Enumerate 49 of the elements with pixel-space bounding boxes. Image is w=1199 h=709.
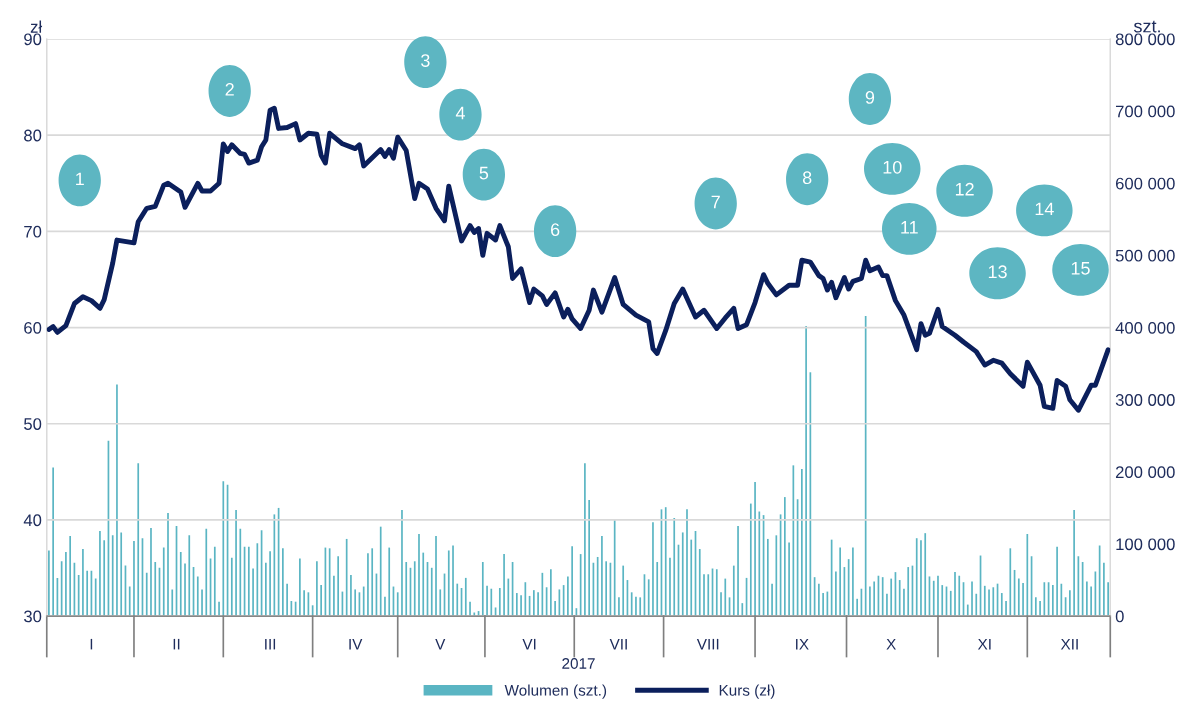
- annotation: 7: [711, 195, 720, 209]
- x-tick-label: V: [435, 638, 446, 650]
- legend-label: Kurs (zł): [719, 684, 775, 699]
- y2-tick-label: 400 000: [1115, 321, 1175, 334]
- x-tick-label: VIII: [696, 638, 719, 650]
- annotation: 12: [955, 182, 974, 196]
- annotation: 9: [865, 91, 875, 104]
- y-tick-label: 30: [24, 610, 42, 623]
- y2-tick-label: 100 000: [1116, 538, 1175, 551]
- annotation: 10: [883, 160, 902, 174]
- x-tick-label: XII: [1060, 638, 1078, 650]
- annotation: 15: [1071, 262, 1090, 275]
- y2-tick-label: 300 000: [1115, 394, 1175, 406]
- y2-axis-title: szt.: [1133, 20, 1160, 33]
- annotation: 13: [988, 265, 1007, 279]
- y2-tick-label: 600 000: [1115, 177, 1175, 190]
- annotation: 2: [225, 83, 234, 96]
- annotation: 5: [479, 166, 489, 180]
- annotation: 6: [551, 223, 560, 237]
- y-tick-label: 50: [24, 418, 42, 430]
- y2-tick-label: 0: [1115, 610, 1124, 623]
- y2-tick-label: 700 000: [1115, 105, 1175, 118]
- annotation: 1: [76, 172, 84, 186]
- x-tick-label: IV: [349, 638, 363, 650]
- x-tick-label: VII: [609, 638, 627, 650]
- y-tick-label: 70: [24, 225, 42, 238]
- legend-label: Wolumen (szt.): [504, 684, 607, 699]
- y2-tick-label: 500 000: [1115, 249, 1175, 262]
- annotation: 14: [1035, 202, 1054, 216]
- annotation: 8: [802, 171, 812, 185]
- x-tick-label: II: [173, 638, 180, 650]
- y-axis-title: zł: [30, 20, 43, 33]
- x-tick-label: XI: [977, 638, 991, 650]
- line-series: [46, 105, 1111, 413]
- x-tick-label: III: [265, 638, 276, 650]
- x-tick-label: IX: [796, 638, 809, 650]
- y2-tick-label: 200 000: [1115, 466, 1175, 479]
- x-tick-label: VI: [522, 638, 536, 650]
- y-tick-label: 80: [24, 129, 42, 142]
- y-tick-label: 60: [24, 321, 42, 334]
- annotation: 4: [455, 106, 465, 120]
- y-tick-label: 40: [23, 514, 42, 527]
- y2-tick-label: 800 000: [1115, 33, 1175, 46]
- y-tick-label: 90: [24, 33, 42, 46]
- x-tick-label: X: [886, 638, 896, 650]
- annotation: 3: [421, 54, 430, 67]
- annotation: 11: [901, 221, 918, 234]
- x-tick-label: I: [90, 638, 93, 650]
- x-axis-title: 2017: [562, 658, 595, 669]
